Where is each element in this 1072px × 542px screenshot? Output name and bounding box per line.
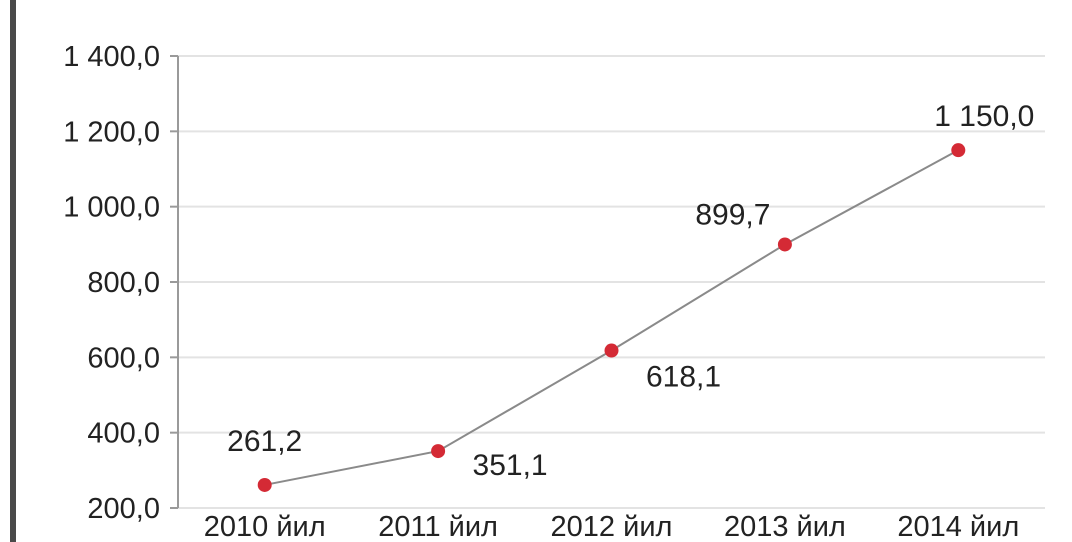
- data-label: 618,1: [646, 361, 721, 394]
- series-line-path: [264, 149, 959, 486]
- y-tick-label: 200,0: [87, 493, 160, 525]
- y-tick-label: 600,0: [87, 342, 160, 374]
- y-tick-label: 400,0: [87, 418, 160, 450]
- x-tick-label: 2014 йил: [897, 511, 1019, 542]
- data-point-marker: [951, 143, 966, 158]
- y-tick-labels: 200,0 400,0 600,0 800,0 1 000,0 1 200,0 1 400,…: [63, 41, 160, 525]
- data-point-marker: [604, 343, 619, 358]
- x-tick-label: 2012 йил: [551, 511, 673, 542]
- data-label: 351,1: [473, 449, 548, 482]
- y-axis: [170, 55, 179, 509]
- data-label: 899,7: [695, 198, 770, 231]
- data-label: 261,2: [227, 425, 302, 458]
- grid-lines: [178, 55, 1045, 509]
- x-tick-label: 2013 йил: [724, 511, 846, 542]
- series-line: [264, 149, 959, 486]
- x-tick-label: 2011 йил: [378, 511, 498, 542]
- data-label: 1 150,0: [934, 100, 1034, 133]
- y-tick-label: 1 000,0: [63, 192, 160, 224]
- x-tick-label: 2010 йил: [204, 511, 326, 542]
- y-tick-label: 1 200,0: [63, 116, 160, 148]
- x-tick-labels: 2010 йил 2011 йил 2012 йил 2013 йил 2014 йил: [204, 511, 1019, 542]
- data-point-marker: [257, 477, 272, 492]
- y-tick-label: 800,0: [87, 267, 160, 299]
- data-point-marker: [777, 237, 792, 252]
- data-point-marker: [431, 444, 446, 459]
- data-labels: 261,2 351,1 618,1 899,7 1 150,0: [227, 100, 1034, 482]
- series-markers: [257, 143, 966, 492]
- left-border-rule: [10, 0, 16, 542]
- y-tick-label: 1 400,0: [63, 41, 160, 73]
